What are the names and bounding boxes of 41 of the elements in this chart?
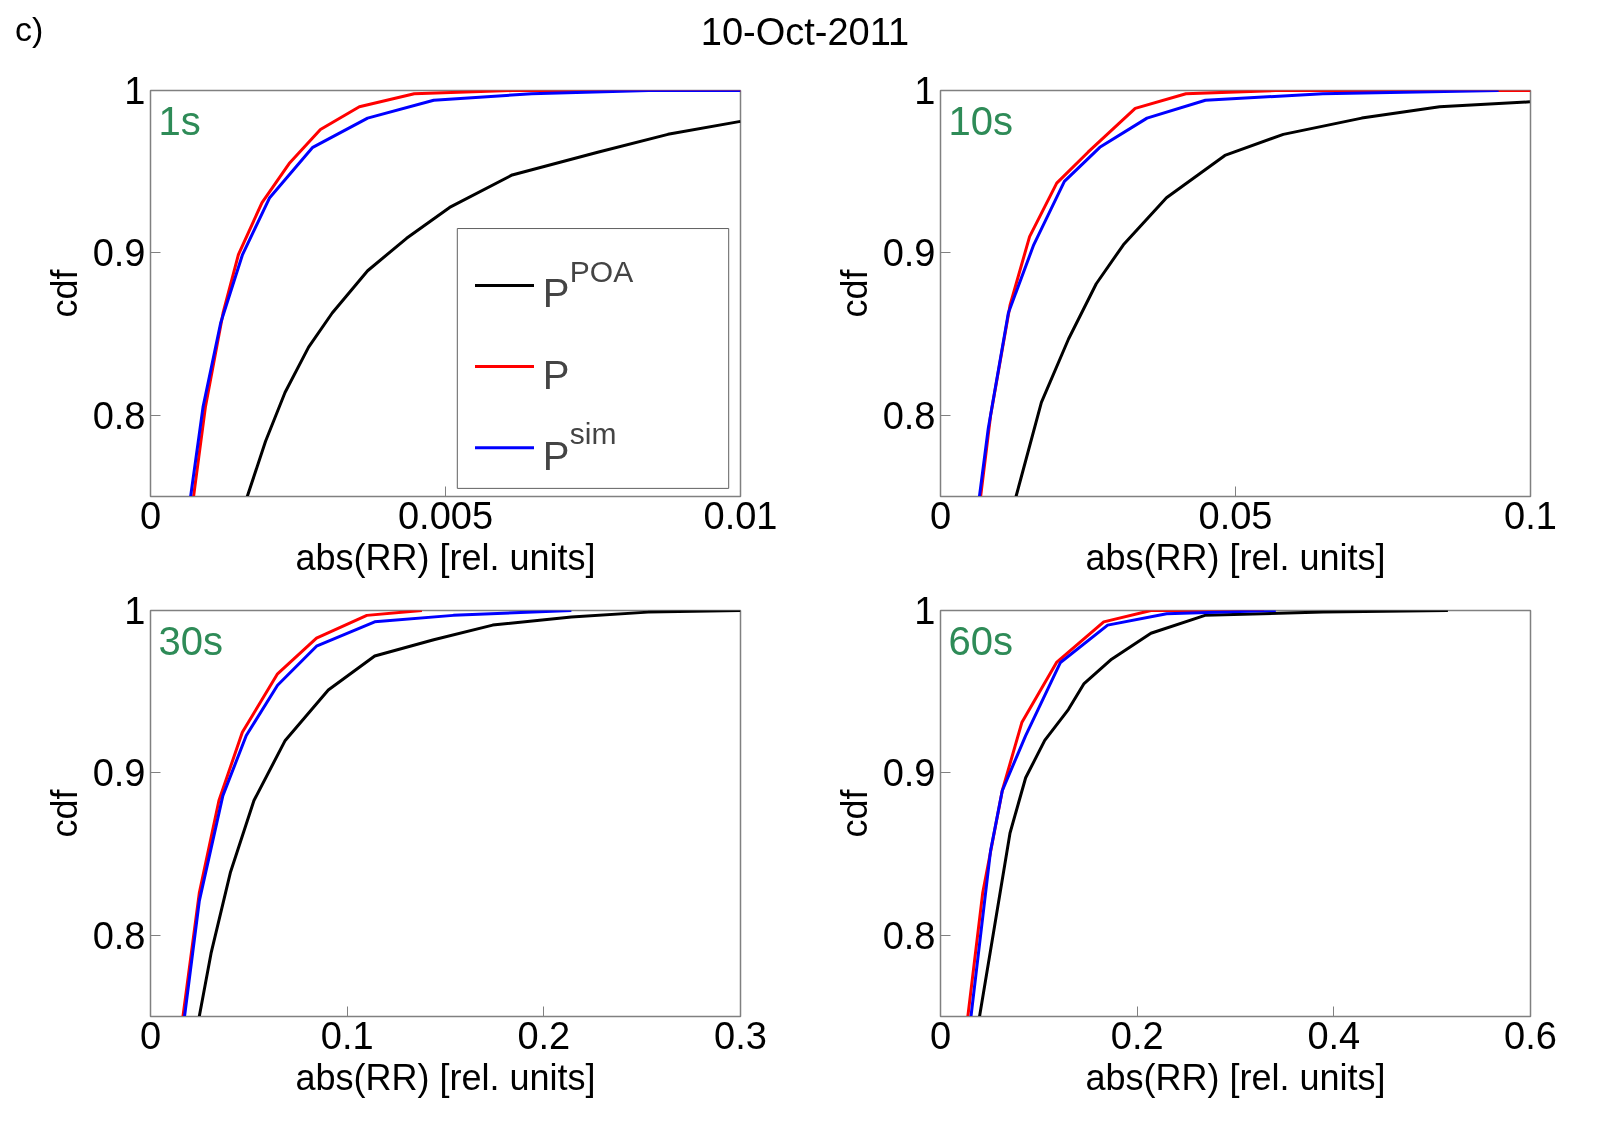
legend-label: P [542, 352, 570, 397]
y-tick-label: 0.9 [92, 752, 146, 795]
text: c) [15, 9, 44, 50]
y-tick-label: 0.8 [882, 914, 936, 957]
x-tick-label: 0 [139, 1014, 162, 1057]
annotation: 30s [158, 618, 223, 663]
y-axis-title: cdf [833, 788, 875, 838]
x-axis-title: abs(RR) [rel. units] [295, 1056, 596, 1098]
x-tick-label: 0 [929, 1014, 952, 1057]
y-tick-label: 0.8 [92, 914, 146, 957]
x-tick-label: 0.2 [517, 1014, 571, 1057]
x-tick-label: 0.1 [1504, 494, 1557, 537]
y-axis-title: cdf [43, 268, 85, 318]
x-tick-label: 0.2 [1110, 1014, 1164, 1057]
x-tick-label: 0.6 [1504, 1014, 1557, 1057]
x-tick-label: 0 [929, 494, 952, 537]
y-tick-label: 0.9 [882, 752, 936, 795]
y-tick-label: 1 [914, 70, 936, 112]
y-tick-label: 0.9 [92, 232, 146, 275]
x-tick-label: 0.005 [397, 494, 494, 537]
y-tick-label: 0.8 [882, 394, 936, 437]
x-tick-label: 0.4 [1307, 1014, 1361, 1057]
x-tick-label: 0.3 [714, 1014, 767, 1057]
y-tick-label: 1 [914, 590, 936, 632]
x-tick-label: 0 [139, 494, 162, 537]
x-tick-label: 0.1 [320, 1014, 374, 1057]
x-tick-label: 0.01 [703, 494, 778, 537]
y-axis-title: cdf [833, 268, 875, 318]
y-tick-label: 1 [124, 590, 146, 632]
annotation: 10s [948, 98, 1013, 143]
y-axis-title: cdf [43, 788, 85, 838]
chart-title: 10-Oct-2011 [700, 11, 910, 53]
y-tick-label: 0.8 [92, 394, 146, 437]
x-axis-title: abs(RR) [rel. units] [1085, 1056, 1386, 1098]
annotation: 60s [948, 618, 1013, 663]
y-tick-label: 0.9 [882, 232, 936, 275]
y-tick-label: 1 [124, 70, 146, 112]
annotation: 1s [158, 98, 201, 143]
x-axis-title: abs(RR) [rel. units] [295, 536, 596, 578]
x-axis-title: abs(RR) [rel. units] [1085, 536, 1386, 578]
x-tick-label: 0.05 [1198, 494, 1273, 537]
